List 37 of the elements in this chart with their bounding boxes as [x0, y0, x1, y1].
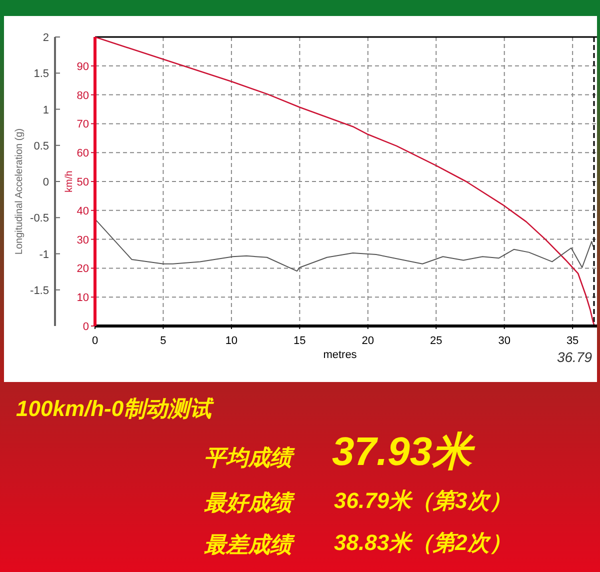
- x-tick-label: 5: [160, 335, 166, 347]
- text: 平均成绩: [204, 445, 296, 470]
- y2-tick-label: -1.5: [30, 284, 49, 297]
- y-tick-label: 10: [76, 292, 89, 304]
- text: 37.93米: [332, 430, 476, 474]
- x-tick-label: 10: [225, 335, 238, 347]
- text: 最好成绩: [204, 490, 296, 515]
- x-tick-label: 35: [566, 335, 579, 347]
- x-tick-label: 30: [498, 335, 510, 347]
- x-tick-label: 20: [362, 335, 374, 347]
- annotation: 36.79: [556, 349, 592, 365]
- x-tick-label: 15: [294, 335, 306, 347]
- y2-tick-label: 0.5: [34, 140, 49, 152]
- y-tick-label: 0: [82, 321, 89, 333]
- y2-axis-title: Longitudinal Acceleration (g): [14, 128, 25, 255]
- x-tick-label: 25: [430, 335, 442, 347]
- y-tick-label: 20: [76, 263, 89, 276]
- y-tick-label: 50: [76, 176, 89, 188]
- y2-tick-label: 0: [42, 176, 49, 188]
- y-tick-label: 70: [76, 118, 89, 131]
- y2-tick-label: -1: [39, 248, 49, 261]
- y-tick-label: 40: [76, 205, 89, 218]
- y2-tick-label: 1.5: [34, 68, 49, 80]
- y-tick-label: 90: [76, 60, 89, 73]
- x-tick-label: 0: [92, 335, 98, 347]
- y2-tick-label: -0.5: [30, 212, 49, 225]
- y2-tick-label: 1: [42, 104, 49, 116]
- y-axis-title: km/h: [64, 170, 75, 192]
- text: 38.83米（第2次）: [334, 530, 512, 555]
- y-tick-label: 30: [76, 234, 89, 246]
- text: 最差成绩: [204, 532, 296, 557]
- y-tick-label: 60: [76, 148, 89, 160]
- text: 36.79米（第3次）: [334, 488, 512, 513]
- x-axis-title: metres: [323, 349, 358, 361]
- y-tick-label: 80: [76, 90, 89, 102]
- y2-tick-label: 2: [42, 32, 49, 44]
- text: 100km/h-0制动测试: [16, 396, 215, 421]
